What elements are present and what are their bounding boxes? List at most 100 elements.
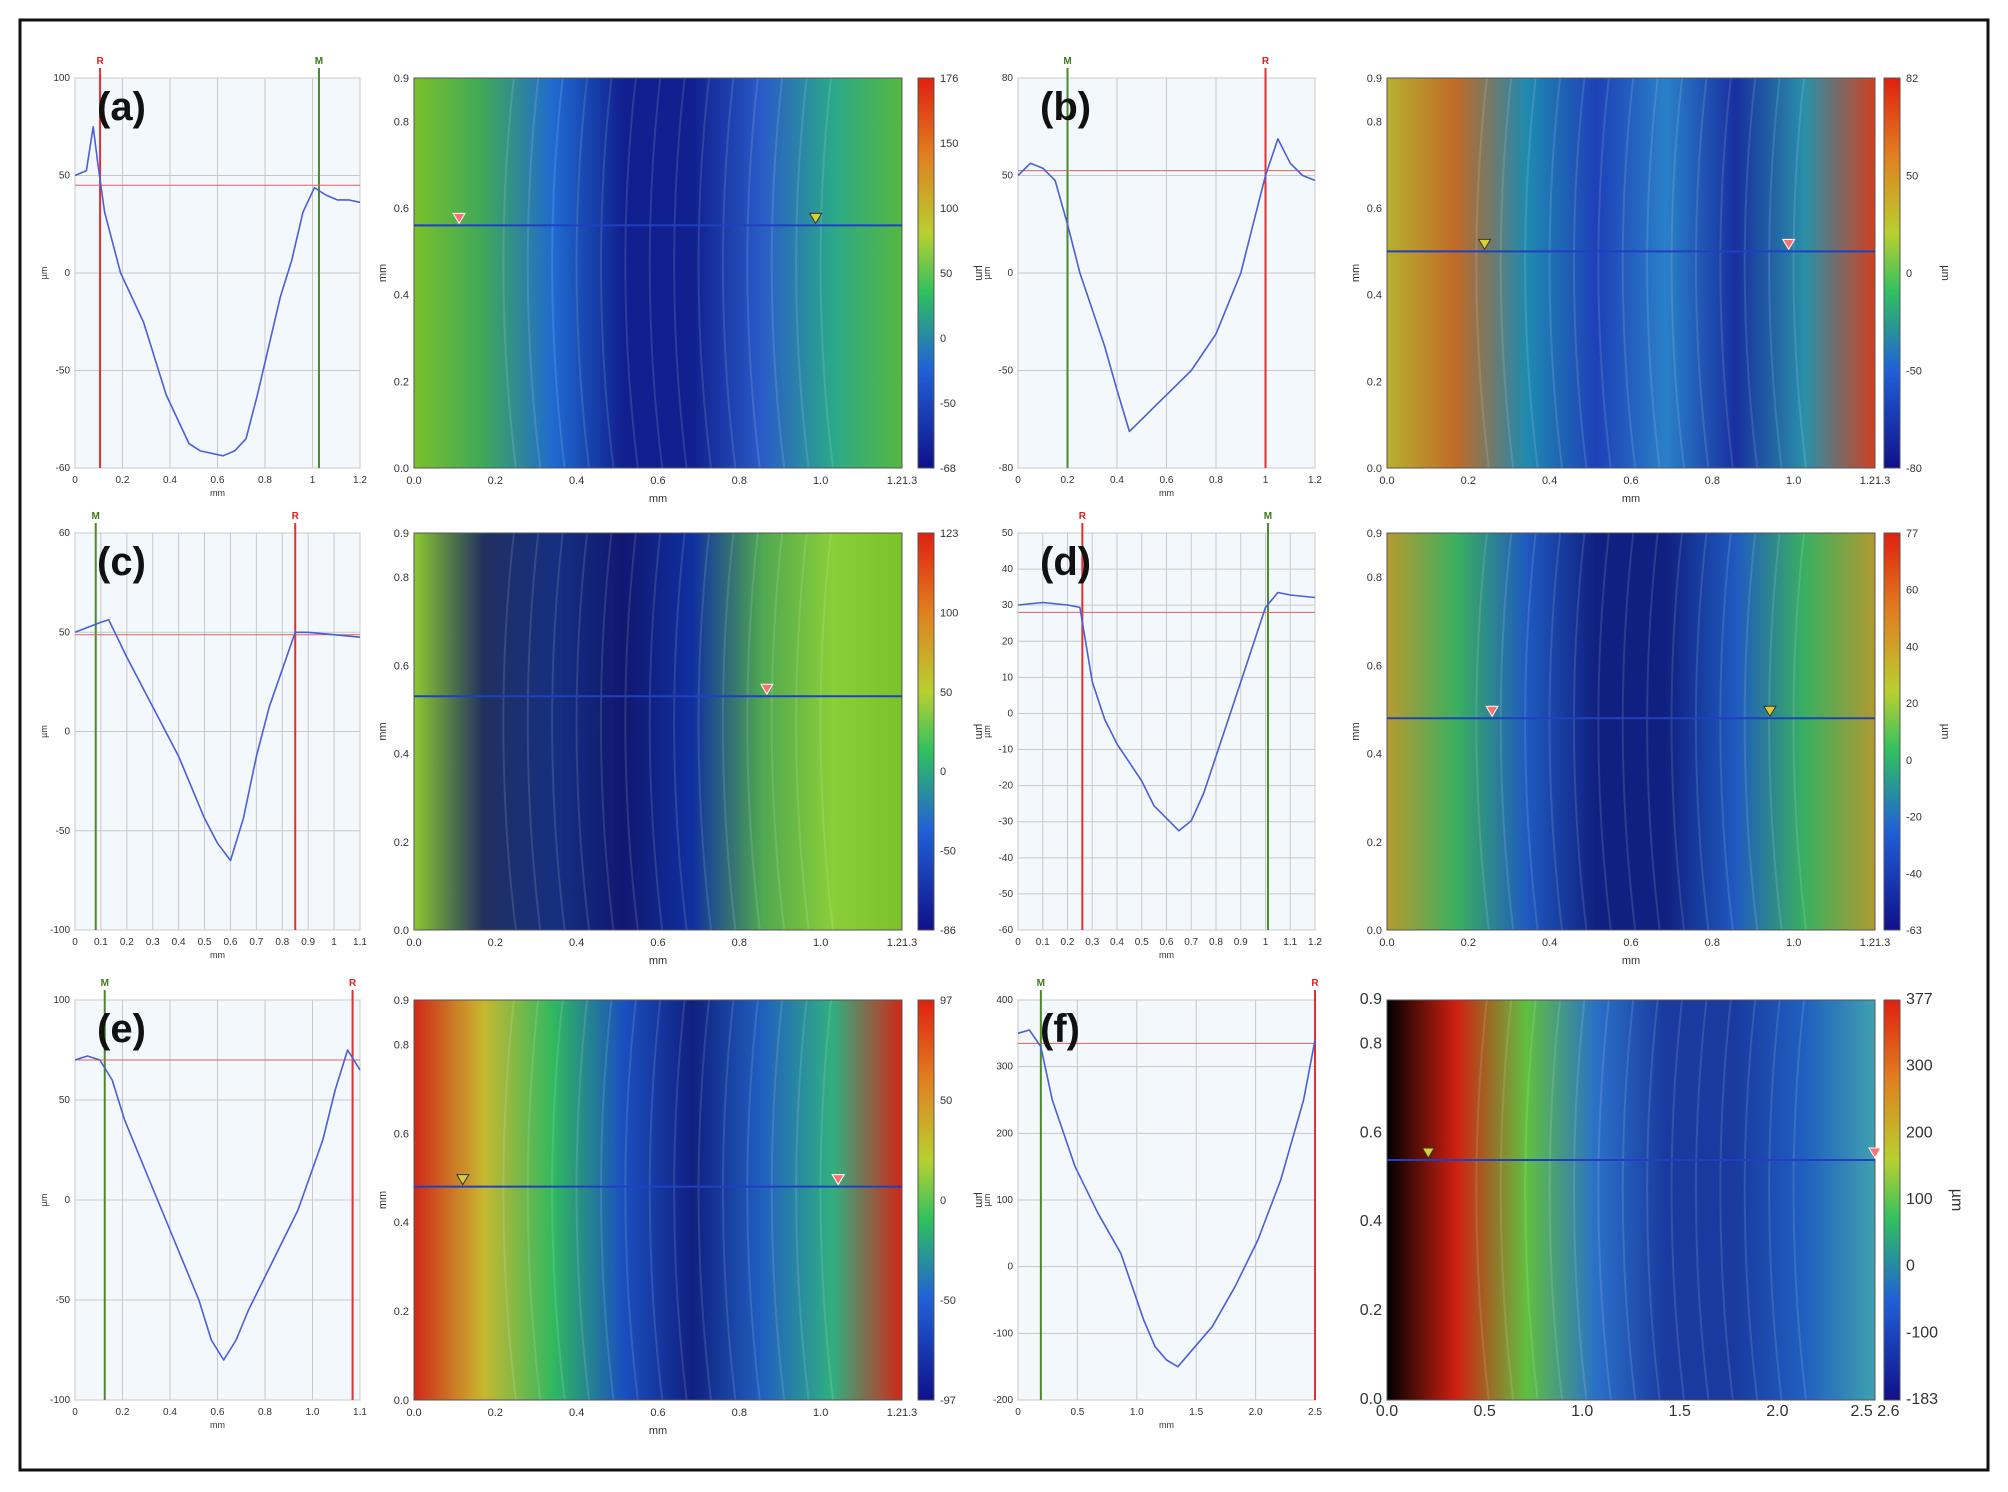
y-tick-label: -100: [993, 1328, 1013, 1339]
x-tick-label: 2.0: [1249, 1407, 1263, 1418]
wear-streak: [1597, 999, 1612, 1401]
y-tick-label: 400: [996, 995, 1013, 1006]
marker-m: [455, 1174, 470, 1186]
colorbar-tick-label: 0: [1906, 268, 1912, 280]
colorbar-tick-label: 377: [1906, 991, 1933, 1008]
x-axis-label: mm: [649, 1425, 667, 1437]
y-tick-label: 60: [59, 528, 71, 539]
x-axis-label: mm: [1159, 488, 1174, 498]
cursor-m-label: M: [1063, 56, 1071, 67]
x-axis-label: mm: [649, 493, 667, 505]
x-tick-label: 1: [1263, 937, 1269, 948]
x-tick-label: 1.1: [1283, 937, 1297, 948]
cursor-m-label: M: [1264, 511, 1272, 522]
wear-streak: [648, 999, 664, 1401]
wear-streak: [551, 77, 566, 469]
wear-streak: [1743, 999, 1759, 1401]
x-tick-label: 1.2: [1308, 475, 1322, 486]
heatmap-border: [1386, 532, 1876, 931]
y-tick-label: 0: [1007, 268, 1013, 279]
panel-label: (a): [97, 85, 146, 129]
cursor-r-label: R: [292, 511, 300, 522]
y-axis-label: mm: [377, 264, 389, 282]
colorbar-tick-label: 0: [940, 333, 946, 345]
y-tick-label: 200: [996, 1128, 1013, 1139]
x-tick-label: 0.2: [1061, 937, 1075, 948]
wear-streak: [575, 77, 591, 469]
colorbar-tick-label: -50: [1906, 366, 1922, 378]
x-tick-label: 1.5: [1189, 1407, 1203, 1418]
y-tick-label: 0.6: [1360, 1124, 1382, 1141]
wear-streak: [599, 999, 615, 1401]
wear-streak: [1524, 999, 1539, 1401]
wear-streak: [1743, 532, 1759, 931]
x-tick-label: 0.0: [1379, 937, 1394, 949]
colorbar: [917, 999, 935, 1401]
heatmap-image: [1387, 78, 1875, 468]
x-tick-label: 1.0: [813, 1407, 828, 1419]
y-axis-label: µm: [39, 267, 49, 280]
y-tick-label: 0.4: [394, 290, 409, 302]
y-tick-label: -100: [50, 925, 70, 936]
cursor-r-label: R: [1311, 978, 1319, 989]
wear-streak: [1768, 999, 1783, 1401]
y-tick-label: 0.9: [394, 73, 409, 85]
wear-streak: [1621, 999, 1637, 1401]
x-tick-label: 0.0: [406, 475, 421, 487]
x-tick-label: 0.3: [146, 937, 160, 948]
panel-label: (f): [1040, 1007, 1080, 1051]
heatmap-panel-d: 0.0 0.2 0.4 0.6 0.8 1.0 1.21.3 0.0 0.2 0.4 0.6 0.8 0…: [1350, 528, 1951, 967]
x-axis-label: mm: [1622, 493, 1640, 505]
x-tick-label: 1.21.3: [887, 475, 918, 487]
y-tick-label: 0.2: [394, 376, 409, 388]
y-tick-label: 0.6: [394, 1128, 409, 1140]
x-tick-label: 0.8: [732, 937, 747, 949]
wear-streak: [1572, 532, 1588, 931]
wear-streak: [1475, 532, 1490, 931]
x-tick-label: 0: [1015, 937, 1021, 948]
colorbar-tick-label: -40: [1906, 868, 1922, 880]
wear-streak: [575, 999, 591, 1401]
x-tick-label: 1.2: [353, 475, 367, 486]
wear-streak: [819, 999, 835, 1401]
y-tick-label: 0.8: [394, 1039, 409, 1051]
wear-streak: [1792, 532, 1808, 931]
y-tick-label: 30: [1002, 600, 1014, 611]
y-tick-label: -50: [56, 366, 71, 377]
y-tick-label: -60: [56, 463, 71, 474]
y-tick-label: 0.2: [1367, 376, 1382, 388]
y-axis-label: mm: [1350, 722, 1362, 740]
heatmap-border: [413, 77, 903, 469]
profile-line-series: [1017, 591, 1316, 832]
profile-panel-a: 0 0.2 0.4 0.6 0.8 1 1.2 100 50 0 -50 -60 mm µm M R (a): [39, 56, 367, 498]
wear-streak: [1694, 999, 1710, 1401]
x-tick-label: 0.8: [732, 1407, 747, 1419]
heatmap-border: [1386, 999, 1876, 1401]
heatmap-panel-a: 0.0 0.2 0.4 0.6 0.8 1.0 1.21.3 0.0 0.2 0.4 0.6 0.8 0…: [377, 73, 985, 505]
profile-line-series: [1017, 1029, 1316, 1368]
colorbar-tick-label: 50: [940, 268, 952, 280]
wear-streak: [551, 999, 566, 1401]
y-tick-label: -20: [999, 781, 1014, 792]
y-tick-label: 0.0: [394, 925, 409, 937]
y-tick-label: 0.2: [394, 1306, 409, 1318]
panel-label: (d): [1040, 540, 1091, 584]
colorbar-tick-label: 150: [940, 138, 958, 150]
y-axis-label: mm: [1350, 264, 1362, 282]
wear-streak: [1768, 77, 1783, 469]
marker-r: [831, 1174, 846, 1186]
colorbar-tick-label: 100: [1906, 1191, 1933, 1208]
x-tick-label: 0.2: [488, 1407, 503, 1419]
profile-line-series: [74, 126, 361, 457]
x-tick-label: 1.0: [813, 937, 828, 949]
y-tick-label: 0.8: [1367, 572, 1382, 584]
x-tick-label: 0.8: [1209, 937, 1223, 948]
heatmap-image: [1387, 533, 1875, 930]
colorbar-tick-label: 176: [940, 73, 958, 85]
colorbar-tick-label: 50: [1906, 171, 1918, 183]
colorbar: [917, 77, 935, 469]
marker-r: [759, 683, 774, 696]
y-tick-label: 40: [1002, 564, 1014, 575]
wear-streak: [721, 999, 737, 1401]
wear-streak: [1524, 77, 1539, 469]
